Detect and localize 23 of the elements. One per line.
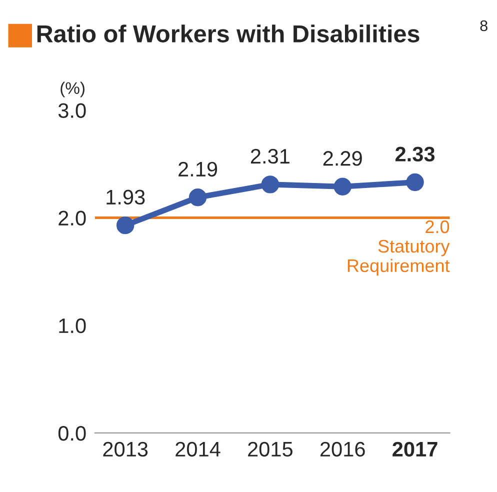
data-label: 2.19: [178, 162, 218, 177]
y-tick-label: 1.0: [59, 318, 86, 334]
data-label: 2.29: [323, 151, 362, 166]
x-tick-label: 2014: [176, 442, 220, 457]
y-tick-label: 2.0: [58, 210, 86, 226]
y-tick-label: 0.0: [58, 426, 86, 441]
text: 8: [480, 20, 488, 32]
point: [406, 173, 424, 192]
x-tick-label: 2016: [320, 442, 365, 457]
chart-title: Ratio of Workers with Disabilities: [37, 24, 420, 42]
y-axis-title: (%): [60, 82, 84, 98]
data-label: 2.33: [395, 146, 435, 162]
x-tick-label: 2015: [248, 442, 292, 457]
data-label: 1.93: [106, 190, 145, 205]
point: [334, 178, 352, 196]
ref-line-label: 2.0 Statutory Requirement: [348, 220, 450, 276]
x-tick-label: 2013: [103, 442, 148, 457]
y-tick-label: 3.0: [58, 103, 86, 118]
data-label: 2.31: [250, 148, 290, 164]
x-tick-label: 2017: [392, 442, 438, 457]
point: [261, 176, 280, 194]
point: [116, 216, 134, 234]
point: [188, 188, 207, 206]
